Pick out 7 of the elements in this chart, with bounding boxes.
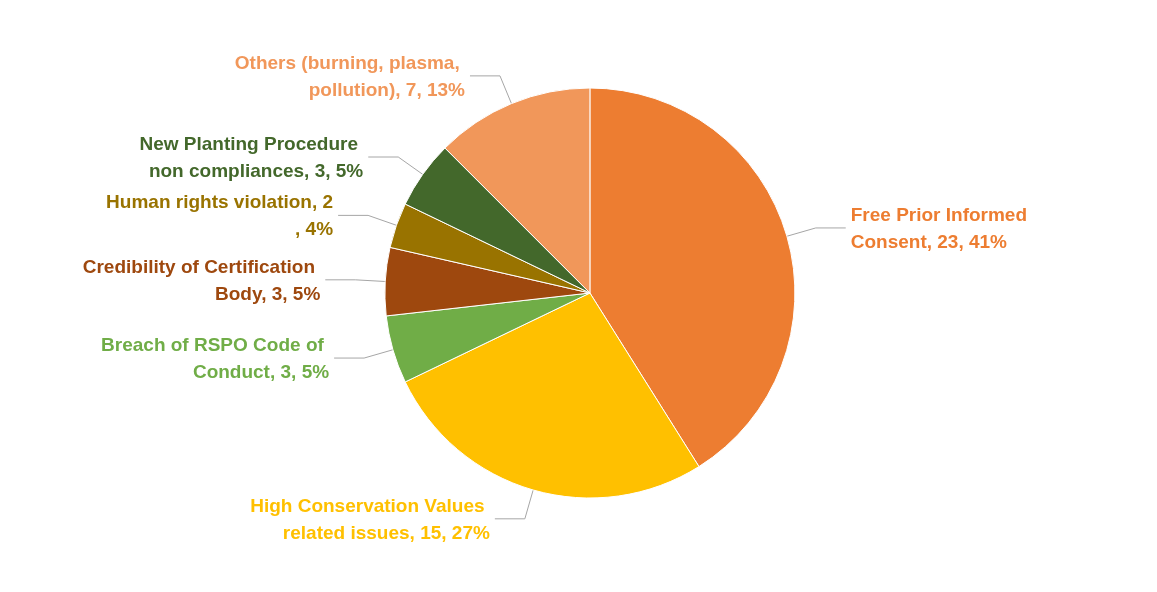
slice-label: Human rights violation, 2, 4%	[106, 191, 334, 240]
slice-label: Credibility of Certification Body, 3, 5%	[82, 255, 321, 304]
slice-label: Others (burning, plasma, pollution), 7, 13%	[234, 51, 466, 100]
slice-label: Breach of RSPO Code of Conduct, 3, 5%	[101, 334, 330, 383]
slice-label: High Conservation Values related issues, 15, 27%	[250, 494, 490, 543]
slice-label: New Planting Procedure non compliances, 3, 5%	[139, 133, 364, 182]
slice-label: Free Prior Informed Consent, 23, 41%	[850, 203, 1033, 252]
